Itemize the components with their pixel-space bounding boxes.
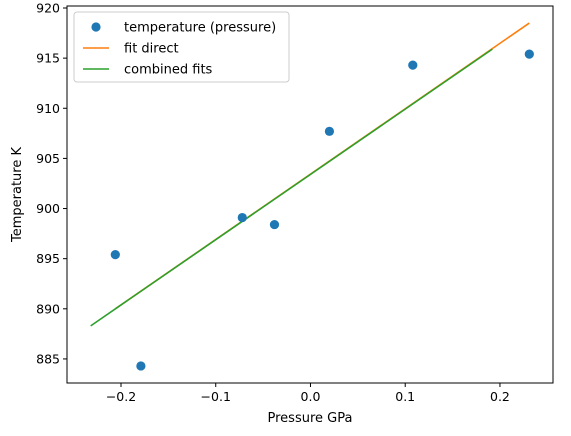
legend-label: fit direct bbox=[124, 42, 179, 57]
y-axis: 885 890 895 900 905 910 915 920 bbox=[36, 1, 67, 366]
y-axis-label: Temperature K bbox=[10, 147, 25, 243]
y-tick-label: 920 bbox=[36, 1, 60, 16]
data-point bbox=[324, 126, 335, 136]
x-axis: −0.2 −0.1 0.0 0.1 0.2 bbox=[106, 383, 510, 404]
y-tick-label: 885 bbox=[36, 351, 60, 366]
x-tick-label: −0.1 bbox=[201, 389, 231, 404]
data-point bbox=[524, 49, 534, 59]
data-point bbox=[110, 250, 120, 260]
legend-marker bbox=[91, 22, 101, 32]
legend-label: combined fits bbox=[124, 63, 213, 78]
x-tick-label: 0.1 bbox=[395, 389, 415, 404]
series-line-combined-fits bbox=[90, 48, 493, 327]
x-tick-label: −0.2 bbox=[106, 389, 136, 404]
legend-label: temperature (pressure) bbox=[124, 21, 276, 36]
x-tick-label: 0.0 bbox=[301, 389, 321, 404]
data-point bbox=[269, 219, 280, 230]
y-tick-label: 900 bbox=[36, 201, 60, 216]
x-tick-label: 0.2 bbox=[490, 389, 510, 404]
y-tick-label: 905 bbox=[36, 151, 60, 166]
data-point bbox=[408, 60, 418, 70]
y-tick-label: 910 bbox=[36, 101, 60, 116]
legend: temperature (pressure) fit direct combined… bbox=[73, 11, 290, 83]
y-tick-label: 915 bbox=[36, 51, 60, 66]
y-tick-label: 890 bbox=[36, 301, 60, 316]
legend-box bbox=[73, 11, 290, 83]
x-axis-label: Pressure GPa bbox=[268, 411, 353, 426]
y-tick-label: 895 bbox=[36, 251, 60, 266]
data-point bbox=[237, 212, 247, 223]
data-point bbox=[136, 361, 146, 371]
